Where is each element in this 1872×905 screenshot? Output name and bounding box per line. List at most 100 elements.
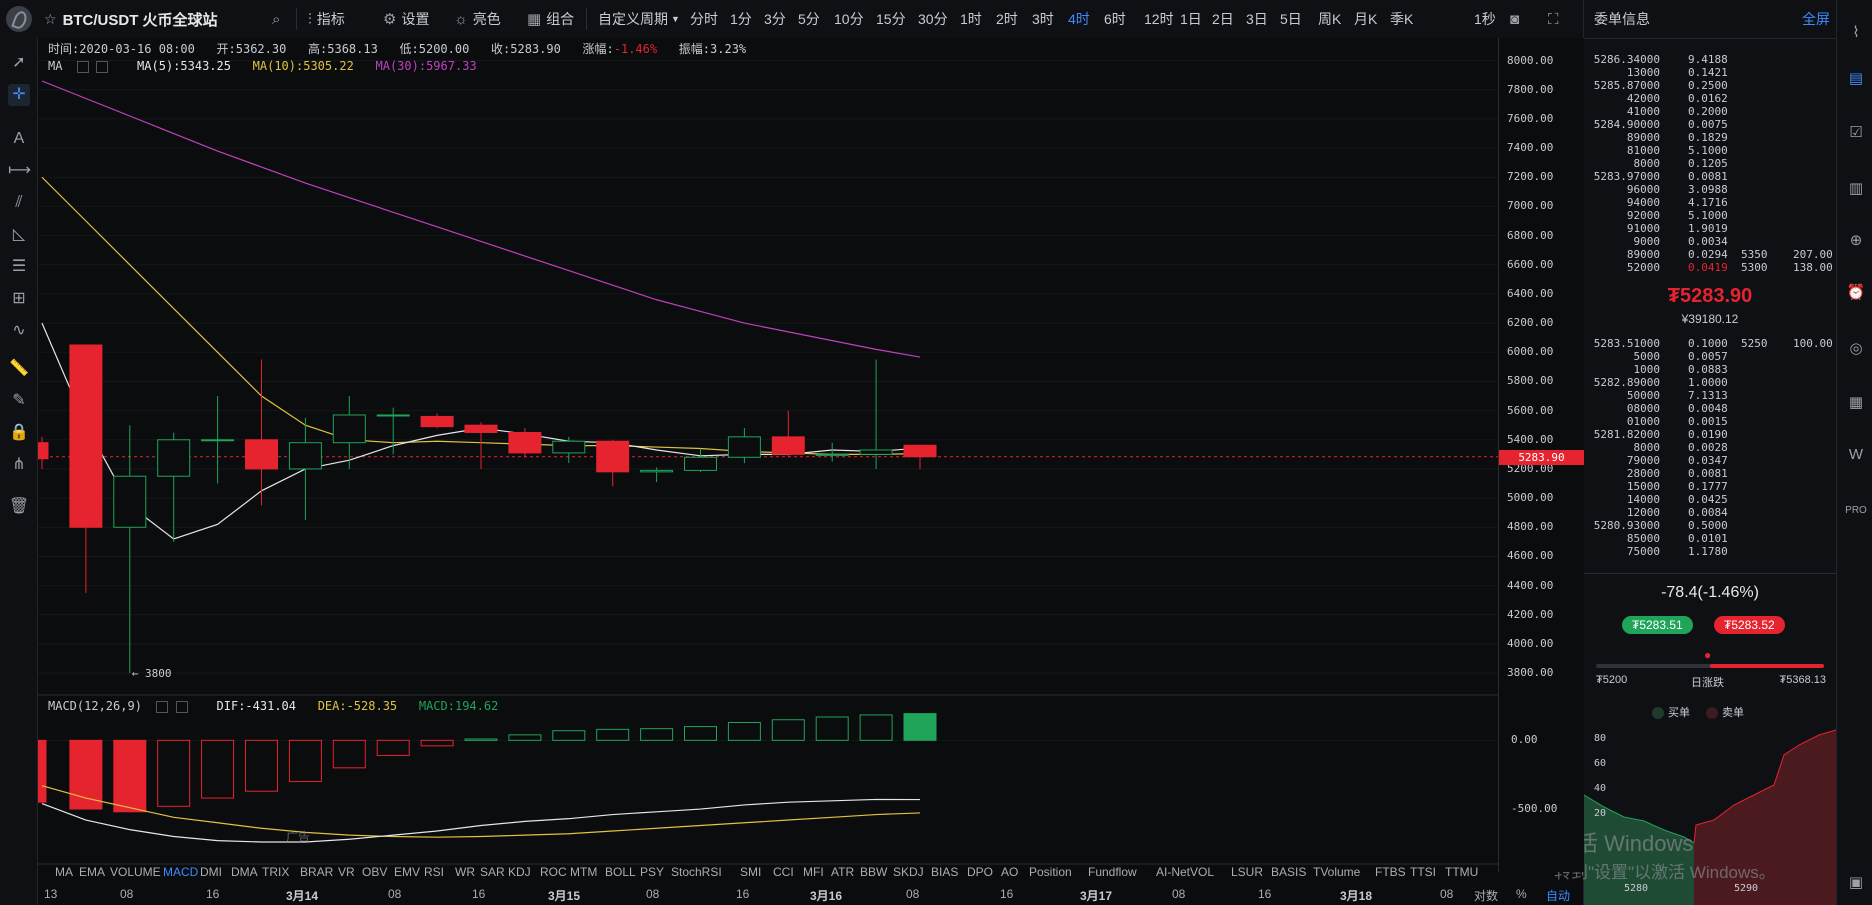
period-tab-5[interactable]: 15分 bbox=[876, 11, 906, 27]
theme-button[interactable]: ☼ 亮色 bbox=[454, 0, 501, 38]
period-tab-9[interactable]: 3时 bbox=[1032, 11, 1054, 27]
indicator-tab-vr[interactable]: VR bbox=[338, 865, 355, 879]
interval-label[interactable]: 1秒 bbox=[1474, 11, 1496, 27]
indicator-tab-ai-netvol[interactable]: AI-NetVOL bbox=[1156, 865, 1215, 879]
indicator-tab-ao[interactable]: AO bbox=[1001, 865, 1019, 879]
pencil-icon[interactable]: ✎ bbox=[12, 392, 26, 409]
chart-area[interactable]: ← 3800 bbox=[37, 38, 1498, 894]
kline-chart[interactable]: ← 3800 bbox=[37, 38, 1498, 894]
bid-row[interactable]: 5281.82000 0.0190 bbox=[1588, 428, 1832, 441]
text-tool-icon[interactable]: A bbox=[13, 130, 25, 147]
indicator-tab-macd[interactable]: MACD bbox=[163, 865, 199, 879]
indicator-tab-atr[interactable]: ATR bbox=[831, 865, 855, 879]
ask-row[interactable]: 92000 5.1000 bbox=[1588, 209, 1832, 222]
period-tab-10[interactable]: 4时 bbox=[1068, 11, 1090, 27]
indicator-tab-tvolume[interactable]: TVolume bbox=[1313, 865, 1361, 879]
period-tab-1[interactable]: 1分 bbox=[730, 11, 752, 27]
bar-chart-icon[interactable]: ▥ bbox=[1848, 180, 1864, 197]
indicator-tab-ttmu[interactable]: TTMU bbox=[1445, 865, 1479, 879]
best-ask-badge[interactable]: ₮5283.52 bbox=[1714, 616, 1785, 634]
bid-row[interactable]: 8000 0.0028 bbox=[1588, 441, 1832, 454]
ask-row[interactable]: 89000 0.0294 bbox=[1588, 248, 1832, 261]
indicator-tab-roc[interactable]: ROC bbox=[540, 865, 567, 879]
period-tab-16[interactable]: 5日 bbox=[1280, 11, 1302, 27]
magnet-icon[interactable]: ⋔ bbox=[12, 456, 26, 473]
indicator-tab-ema[interactable]: EMA bbox=[79, 865, 106, 879]
ask-row[interactable]: 5286.34000 9.4188 bbox=[1588, 53, 1832, 66]
ask-row[interactable]: 96000 3.0988 bbox=[1588, 183, 1832, 196]
ask-row[interactable]: 13000 0.1421 bbox=[1588, 66, 1832, 79]
period-tab-15[interactable]: 3日 bbox=[1246, 11, 1268, 27]
indicator-tab-emv[interactable]: EMV bbox=[394, 865, 421, 879]
fib-icon[interactable]: ☰ bbox=[11, 258, 27, 275]
close-icon[interactable] bbox=[96, 60, 109, 73]
indicator-tab-stochrsi[interactable]: StochRSI bbox=[671, 865, 722, 879]
kline-icon[interactable]: ▤ bbox=[1848, 70, 1864, 87]
ask-row[interactable]: 9000 0.0034 bbox=[1588, 235, 1832, 248]
list-check-icon[interactable]: ☑ bbox=[1849, 124, 1863, 141]
indicator-tab-brar[interactable]: BRAR bbox=[300, 865, 334, 879]
indicator-tab-skdj[interactable]: SKDJ bbox=[893, 865, 924, 879]
indicator-tab-dmi[interactable]: DMI bbox=[200, 865, 222, 879]
ask-row[interactable]: 81000 5.1000 bbox=[1588, 144, 1832, 157]
ruler-icon[interactable]: 📏 bbox=[9, 360, 29, 377]
indicators-button[interactable]: ⫶ 指标 bbox=[308, 0, 345, 38]
alarm-icon[interactable]: ⏰ bbox=[1846, 284, 1866, 301]
bid-row[interactable]: 12000 0.0084 bbox=[1588, 506, 1832, 519]
indicator-tab-bias[interactable]: BIAS bbox=[931, 865, 959, 879]
trend-line-icon[interactable]: ⟼ bbox=[8, 162, 31, 179]
ask-row[interactable]: 5284.90000 0.0075 bbox=[1588, 118, 1832, 131]
period-tab-14[interactable]: 2日 bbox=[1212, 11, 1234, 27]
camera-button[interactable]: ◙ bbox=[1510, 0, 1524, 38]
indicator-tab-ttsi[interactable]: TTSI bbox=[1410, 865, 1436, 879]
line-chart-icon[interactable]: ⌇ bbox=[1852, 24, 1860, 41]
period-tab-7[interactable]: 1时 bbox=[960, 11, 982, 27]
indicator-tab-boll[interactable]: BOLL bbox=[605, 865, 636, 879]
lock-icon[interactable]: 🔒 bbox=[9, 424, 29, 441]
indicator-tab-trix[interactable]: TRIX bbox=[262, 865, 290, 879]
eye-icon[interactable] bbox=[76, 60, 89, 73]
bid-row[interactable]: 50000 7.1313 bbox=[1588, 389, 1832, 402]
indicator-tab-lsur[interactable]: LSUR bbox=[1231, 865, 1264, 879]
star-icon[interactable]: ☆ bbox=[44, 11, 57, 27]
compass-icon[interactable]: ◎ bbox=[1849, 340, 1863, 357]
indicator-tab-sar[interactable]: SAR bbox=[480, 865, 505, 879]
ask-row[interactable]: 41000 0.2000 bbox=[1588, 105, 1832, 118]
period-tab-6[interactable]: 30分 bbox=[918, 11, 948, 27]
bid-row[interactable]: 79000 0.0347 bbox=[1588, 454, 1832, 467]
settings-button[interactable]: ⚙ 设置 bbox=[383, 0, 429, 38]
bid-row[interactable]: 5280.93000 0.5000 bbox=[1588, 519, 1832, 532]
period-tab-11[interactable]: 6时 bbox=[1104, 11, 1126, 27]
indicator-tab-dma[interactable]: DMA bbox=[231, 865, 258, 879]
indicator-tab-rsi[interactable]: RSI bbox=[424, 865, 445, 879]
period-tab-13[interactable]: 1日 bbox=[1180, 11, 1202, 27]
ask-row[interactable]: 5285.87000 0.2500 bbox=[1588, 79, 1832, 92]
ask-row[interactable]: 42000 0.0162 bbox=[1588, 92, 1832, 105]
trash-icon[interactable]: 🗑 bbox=[8, 498, 30, 515]
period-tab-3[interactable]: 5分 bbox=[798, 11, 820, 27]
indicator-tab-fundflow[interactable]: Fundflow bbox=[1088, 865, 1137, 879]
fullscreen-button[interactable]: ⛶ bbox=[1548, 0, 1564, 38]
cursor-arrow-icon[interactable]: ➚ bbox=[12, 54, 26, 71]
indicator-tab-obv[interactable]: OBV bbox=[362, 865, 388, 879]
gann-icon[interactable]: ⊞ bbox=[12, 290, 26, 307]
indicator-tab-psy[interactable]: PSY bbox=[640, 865, 665, 879]
combo-button[interactable]: ▦ 组合 bbox=[527, 0, 574, 38]
add-file-icon[interactable]: ⊕ bbox=[1849, 232, 1863, 249]
indicator-tab-wr[interactable]: WR bbox=[455, 865, 475, 879]
wave-icon[interactable]: ∿ bbox=[12, 322, 26, 339]
period-tab-18[interactable]: 月K bbox=[1354, 11, 1378, 27]
w-icon[interactable]: W bbox=[1848, 446, 1864, 463]
bid-row[interactable]: 5000 0.0057 bbox=[1588, 350, 1832, 363]
bid-row[interactable]: 28000 0.0081 bbox=[1588, 467, 1832, 480]
period-tab-19[interactable]: 季K bbox=[1390, 11, 1414, 27]
price-axis[interactable]: 8000.00 7800.00 7600.00 7400.00 7200.00 7000.… bbox=[1498, 38, 1584, 872]
best-bid-badge[interactable]: ₮5283.51 bbox=[1622, 616, 1693, 634]
orderbook-fullscreen[interactable]: 全屏 bbox=[1802, 11, 1830, 27]
indicator-tab-kdj[interactable]: KDJ bbox=[508, 865, 531, 879]
close-icon[interactable] bbox=[175, 700, 188, 713]
bid-row[interactable]: 01000 0.0015 bbox=[1588, 415, 1832, 428]
bid-row[interactable]: 14000 0.0425 bbox=[1588, 493, 1832, 506]
search-button[interactable]: ⌕ bbox=[272, 0, 285, 38]
symbol-selector[interactable]: ☆ BTC/USDT 火币全球站 bbox=[44, 9, 218, 30]
